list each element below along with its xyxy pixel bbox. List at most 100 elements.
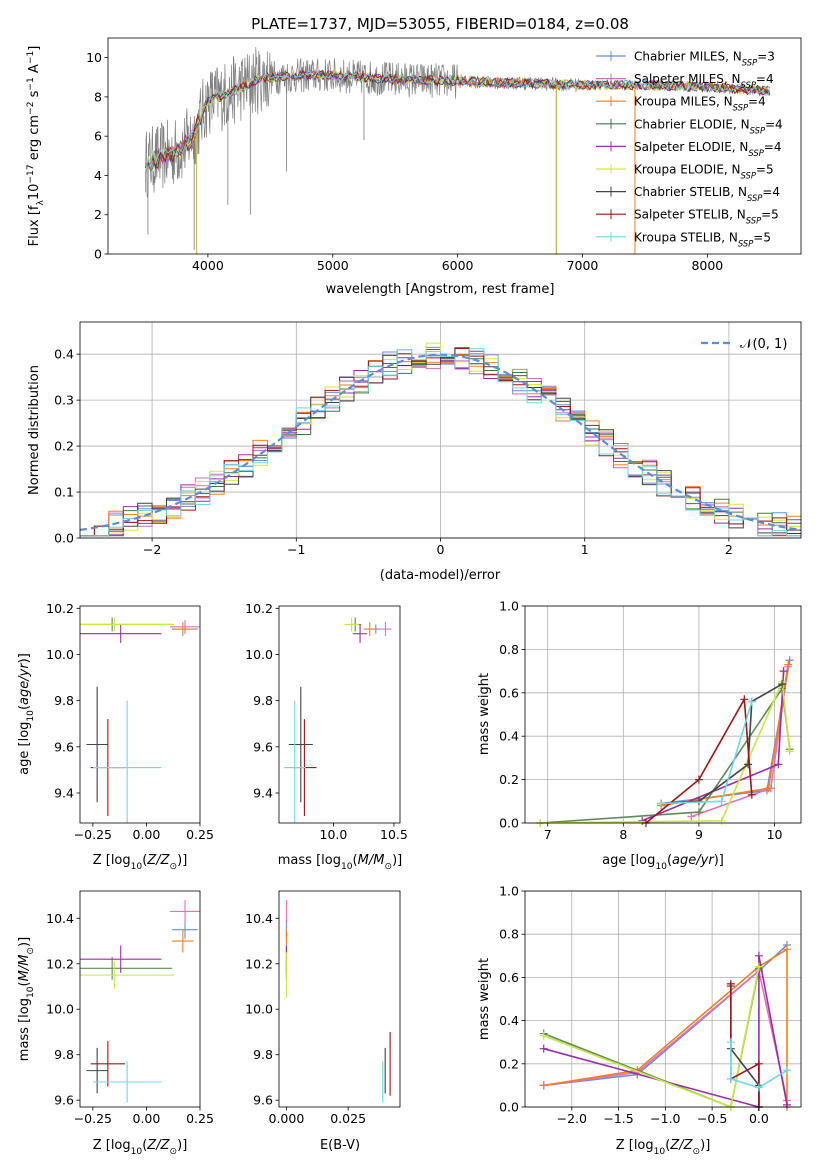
mass-weight-marker — [778, 680, 787, 689]
mass-weight-marker — [774, 760, 783, 769]
errorbar-point — [80, 961, 175, 989]
y-tick-label: 10.0 — [46, 647, 74, 662]
y-tick-label: 10.0 — [245, 1002, 273, 1017]
mass-weight-marker — [694, 775, 703, 784]
y-tick-label: 9.4 — [54, 785, 74, 800]
legend-entry: Kroupa ELODIE, NSSP=5 — [596, 163, 774, 181]
mass-weight-marker — [764, 784, 773, 793]
mass-weight-marker — [782, 1066, 791, 1075]
y-tick-label: 0.6 — [499, 970, 519, 985]
x-tick-label: 8 — [619, 827, 627, 842]
mass-weight-line — [543, 966, 760, 1109]
mass-weight-marker — [687, 812, 696, 821]
x-tick-label: 1 — [581, 542, 589, 557]
legend-label: 𝒩(0, 1) — [740, 337, 787, 352]
y-axis-label: age [log10(age/yr)] — [17, 653, 36, 775]
y-tick-label: 2 — [94, 207, 102, 222]
y-tick-label: 10.0 — [46, 1002, 74, 1017]
y-tick-label: 0.8 — [499, 927, 519, 942]
spectrum-model-line — [145, 69, 771, 170]
x-tick-label: 0.00 — [133, 1111, 161, 1126]
x-tick-label: 0.25 — [186, 827, 214, 842]
mass-weight-marker — [782, 945, 791, 954]
y-axis-label: Flux [fλ10−17 erg cm−2 s−1 A−1] — [26, 46, 46, 247]
mass-weight-line — [543, 969, 788, 1101]
errorbar-point — [170, 900, 200, 923]
axes-frame — [278, 890, 401, 1108]
x-tick-label: 0.25 — [186, 1111, 214, 1126]
mass-weight-marker — [694, 808, 703, 817]
errorbar-point — [283, 700, 306, 823]
x-axis-label: mass [log10(M/M⊙)] — [278, 853, 402, 872]
mass-weight-marker — [539, 1081, 548, 1090]
y-tick-label: 9.8 — [253, 693, 273, 708]
mass-weight-marker — [754, 951, 763, 960]
legend-entry: 𝒩(0, 1) — [701, 337, 787, 352]
y-tick-label: 0.3 — [54, 393, 74, 408]
y-tick-label: 10.4 — [245, 911, 273, 926]
mass-weight-marker — [638, 816, 647, 825]
errorbar-point — [86, 686, 108, 803]
legend-entry: Chabrier ELODIE, NSSP=4 — [596, 117, 783, 135]
figure-title: PLATE=1737, MJD=53055, FIBERID=0184, z=0… — [251, 15, 629, 33]
x-tick-label: −2.0 — [557, 1111, 587, 1126]
mass-weight-marker — [779, 667, 788, 676]
legend-entry: Salpeter MILES, NSSP=4 — [596, 72, 774, 90]
mass-weight-marker — [747, 790, 756, 799]
x-axis-label: Z [log10(Z/Z⊙)] — [93, 1138, 188, 1157]
errorbar-point — [172, 920, 198, 939]
axes-frame — [524, 890, 802, 1108]
y-tick-label: 0.0 — [499, 816, 519, 831]
x-axis-label: age [log10(age/yr)] — [602, 853, 724, 872]
errorbar-point — [92, 700, 162, 823]
errorbar-point — [379, 622, 392, 637]
legend-label: Salpeter MILES, NSSP=4 — [634, 72, 774, 90]
mass-weight-marker — [784, 660, 793, 669]
x-tick-label: 10.5 — [380, 827, 408, 842]
y-tick-label: 10.2 — [245, 956, 273, 971]
legend-label: Chabrier STELIB, NSSP=4 — [634, 185, 780, 203]
legend-label: Chabrier MILES, NSSP=3 — [634, 50, 775, 68]
x-tick-label: 8000 — [691, 258, 723, 273]
legend-entry: Kroupa STELIB, NSSP=5 — [596, 230, 771, 248]
y-tick-label: 10.2 — [245, 601, 273, 616]
y-tick-label: 9.6 — [54, 739, 74, 754]
y-tick-label: 0.0 — [499, 1100, 519, 1115]
errorbar-point — [80, 617, 175, 632]
legend-entry: Kroupa MILES, NSSP=4 — [596, 95, 766, 113]
y-tick-label: 9.6 — [54, 1093, 74, 1108]
x-tick-label: −0.5 — [697, 1111, 727, 1126]
axes-frame — [79, 890, 201, 1108]
errorbar-point — [80, 945, 162, 973]
legend-entry: Salpeter ELODIE, NSSP=4 — [596, 140, 782, 158]
x-tick-label: 10 — [767, 827, 783, 842]
spectrum-model-line — [145, 70, 771, 173]
y-tick-label: 9.6 — [253, 739, 273, 754]
errorbar-point — [80, 956, 173, 980]
mass-weight-line — [543, 968, 760, 1109]
y-tick-label: 10.0 — [245, 647, 273, 662]
errorbar-point — [90, 1041, 125, 1087]
x-tick-label: 0.000 — [269, 1111, 305, 1126]
x-tick-label: −0.25 — [74, 827, 112, 842]
y-tick-label: 1.0 — [499, 884, 519, 899]
x-tick-label: −0.25 — [74, 1111, 112, 1126]
y-tick-label: 9.8 — [253, 1047, 273, 1062]
x-tick-label: 7000 — [567, 258, 599, 273]
x-axis-label: Z [log10(Z/Z⊙)] — [93, 853, 188, 872]
mass-weight-line — [661, 683, 783, 805]
y-axis-label: mass weight — [477, 673, 492, 755]
mass-weight-marker — [754, 962, 763, 971]
x-tick-label: 6000 — [442, 258, 474, 273]
y-tick-label: 9.6 — [253, 1093, 273, 1108]
y-tick-label: 10.2 — [46, 956, 74, 971]
mass-weight-marker — [754, 1083, 763, 1092]
histogram-series — [80, 348, 801, 537]
legend-label: Kroupa ELODIE, NSSP=5 — [634, 163, 774, 181]
errorbar-point — [172, 622, 194, 637]
x-tick-label: 0.0 — [749, 1111, 769, 1126]
mass-weight-marker — [726, 1038, 735, 1047]
x-tick-label: 0 — [437, 542, 445, 557]
